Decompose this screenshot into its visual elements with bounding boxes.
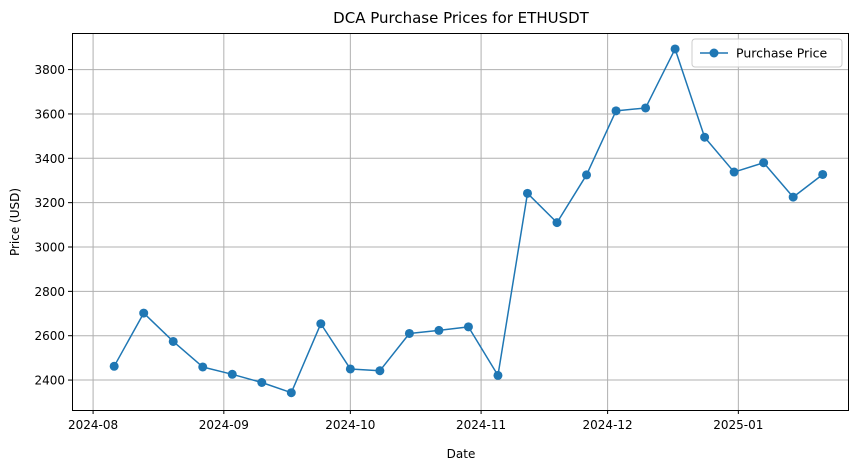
series-line [113, 48, 824, 394]
legend-marker-swatch [709, 48, 719, 58]
y-axis-label: Price (USD) [8, 188, 22, 256]
data-point [729, 167, 739, 177]
axis-ticks: 2024-08 2024-09 2024-10 2024-11 2024-12 2025-… [34, 63, 763, 432]
y-tick-label: 2400 [34, 374, 65, 388]
y-tick-label: 2600 [34, 329, 65, 343]
y-tick-label: 3000 [34, 241, 65, 255]
data-point [375, 366, 385, 376]
data-point [818, 169, 828, 179]
plot-frame [72, 33, 849, 411]
data-point [641, 103, 651, 113]
chart-title: DCA Purchase Prices for ETHUSDT [333, 9, 589, 27]
legend-label: Purchase Price [736, 46, 828, 61]
y-tick-label: 3800 [34, 63, 65, 77]
x-tick-label: 2024-11 [456, 418, 506, 432]
data-point [582, 170, 592, 180]
x-tick-label: 2024-12 [583, 418, 633, 432]
data-point [109, 361, 119, 371]
data-point [700, 132, 710, 142]
data-point [670, 44, 680, 54]
data-point [139, 308, 149, 318]
y-tick-label: 2800 [34, 285, 65, 299]
data-point [227, 369, 237, 379]
legend-box [691, 38, 843, 68]
y-tick-label: 3400 [34, 152, 65, 166]
y-tick-label: 3200 [34, 196, 65, 210]
data-point [168, 336, 178, 346]
grid-lines [72, 33, 848, 410]
data-point [434, 325, 444, 335]
x-tick-label: 2024-08 [68, 418, 118, 432]
x-tick-label: 2024-09 [199, 418, 249, 432]
data-point [788, 192, 798, 202]
legend: Purchase Price [691, 38, 843, 68]
data-point [463, 322, 473, 332]
data-point [493, 370, 503, 380]
x-axis-label: Date [447, 447, 476, 461]
data-point [611, 106, 621, 116]
x-tick-label: 2024-10 [325, 418, 375, 432]
data-point [286, 388, 296, 398]
x-tick-label: 2025-01 [713, 418, 763, 432]
data-point [759, 158, 769, 168]
data-point [198, 362, 208, 372]
data-point [404, 328, 414, 338]
data-point [257, 378, 267, 387]
data-point [552, 218, 562, 228]
data-point [522, 188, 532, 198]
series-purchase-price [109, 44, 828, 398]
data-point [345, 364, 355, 374]
data-point [316, 319, 326, 329]
y-tick-label: 3600 [34, 107, 65, 121]
